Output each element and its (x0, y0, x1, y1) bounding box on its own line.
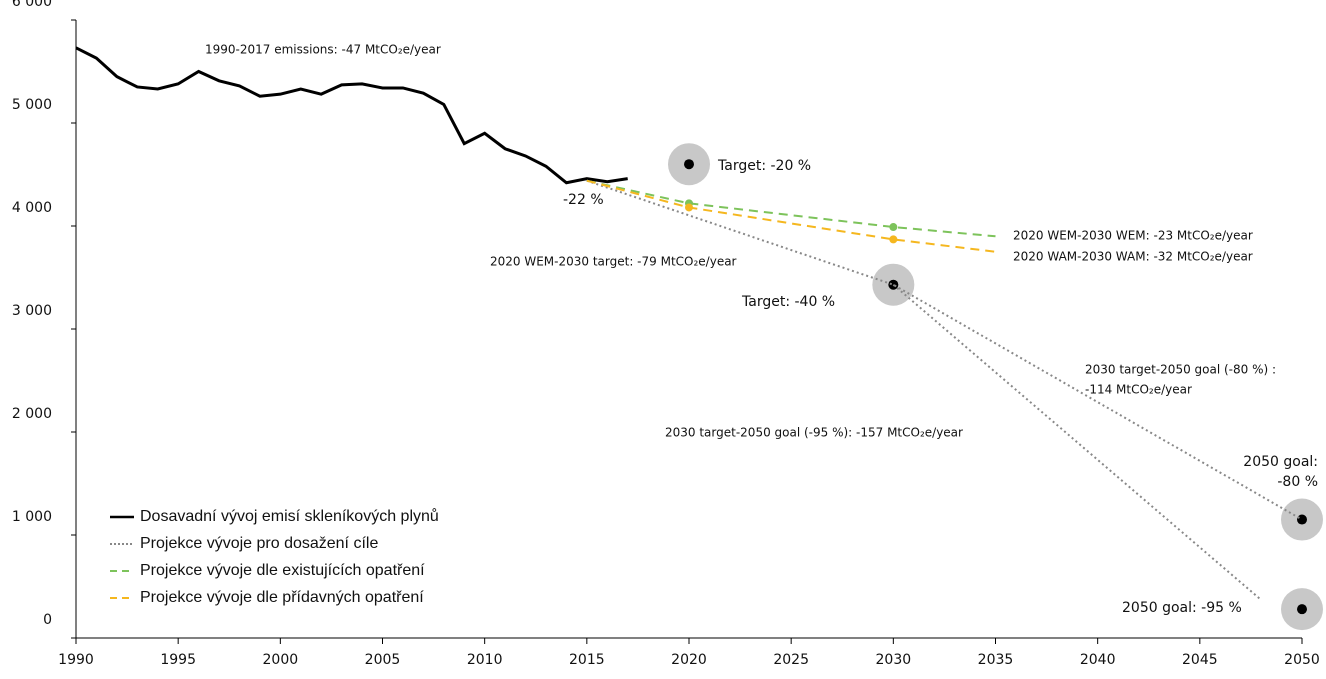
y-tick-label: 2 000 (12, 406, 52, 422)
y-tick-label: 1 000 (12, 509, 52, 525)
annotation: 2030 target-2050 goal (-80 %) : (1085, 363, 1276, 377)
series-point (889, 223, 898, 232)
legend-label: Projekce vývoje dle přídavných opatření (140, 589, 424, 606)
series-line (75, 46, 628, 185)
x-tick-label: 2040 (1080, 652, 1116, 668)
annotation: 2050 goal: -95 % (1122, 600, 1242, 616)
x-tick-label: 1990 (58, 652, 94, 668)
target-dot (684, 159, 694, 170)
x-tick-label: 2030 (876, 652, 912, 668)
legend-label: Projekce vývoje pro dosažení cíle (140, 535, 378, 552)
x-tick-label: 1995 (160, 652, 196, 668)
annotation: 2020 WEM-2030 WEM: -23 MtCO₂e/year (1013, 229, 1253, 243)
annotation: -114 MtCO₂e/year (1085, 383, 1192, 397)
annotation: 2050 goal: (1243, 454, 1318, 470)
x-tick-label: 2000 (263, 652, 299, 668)
y-tick-label: 6 000 (12, 0, 52, 10)
annotation: -80 % (1277, 474, 1318, 490)
series-line (586, 179, 996, 253)
y-tick-label: 4 000 (12, 200, 52, 216)
annotation: Target: -20 % (717, 158, 811, 174)
series-line (892, 283, 1262, 601)
series-point (685, 203, 693, 212)
x-tick-label: 2025 (773, 652, 809, 668)
x-tick-label: 2050 (1284, 652, 1320, 668)
x-tick-label: 2035 (978, 652, 1014, 668)
annotation: 2020 WEM-2030 target: -79 MtCO₂e/year (490, 255, 737, 269)
x-tick-label: 2015 (569, 652, 605, 668)
x-tick-label: 2010 (467, 652, 503, 668)
legend-label: Dosavadní vývoj emisí skleníkových plynů (140, 507, 439, 525)
annotation: 1990-2017 emissions: -47 MtCO₂e/year (205, 43, 441, 57)
y-tick-label: 0 (43, 612, 52, 628)
y-tick-label: 5 000 (12, 97, 52, 113)
x-tick-label: 2045 (1182, 652, 1218, 668)
x-tick-label: 2005 (365, 652, 401, 668)
annotation: 2030 target-2050 goal (-95 %): -157 MtCO… (665, 426, 963, 440)
target-dot (1297, 604, 1307, 615)
annotation: 2020 WAM-2030 WAM: -32 MtCO₂e/year (1013, 250, 1253, 264)
series-line (586, 179, 996, 238)
x-tick-label: 2020 (671, 652, 707, 668)
y-tick-label: 3 000 (12, 303, 52, 319)
series-point (889, 235, 898, 244)
annotation: -22 % (563, 192, 604, 208)
legend-label: Projekce vývoje dle existujících opatřen… (140, 562, 425, 579)
annotation: Target: -40 % (741, 294, 835, 310)
